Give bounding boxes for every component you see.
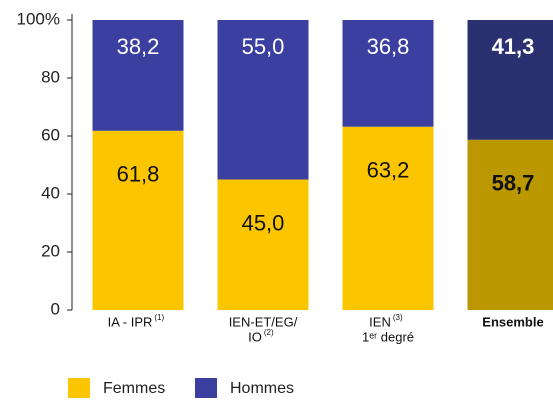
x-tick-label: IEN-ET/EG/ bbox=[229, 314, 298, 329]
x-tick-label: 1ᵉʳ degré bbox=[362, 329, 414, 344]
bar-segment bbox=[342, 20, 434, 127]
category-note: (2) bbox=[264, 328, 274, 337]
x-tick-label: IA - IPR bbox=[108, 314, 153, 329]
x-tick-label: Ensemble bbox=[482, 314, 543, 329]
bar-segment bbox=[467, 139, 553, 310]
value-label: 61,8 bbox=[117, 162, 160, 187]
bar-segment bbox=[92, 130, 184, 310]
value-label: 41,3 bbox=[492, 34, 535, 59]
bar-segment bbox=[92, 20, 184, 131]
value-label: 58,7 bbox=[492, 171, 535, 196]
y-tick-label: 0 bbox=[51, 299, 60, 318]
value-label: 38,2 bbox=[117, 34, 160, 59]
value-label: 63,2 bbox=[367, 158, 410, 183]
y-tick-label: 40 bbox=[41, 183, 60, 202]
legend-swatch bbox=[195, 378, 217, 398]
category-note: (3) bbox=[393, 313, 403, 322]
x-tick-label: IEN bbox=[369, 314, 391, 329]
legend-label: Femmes bbox=[103, 380, 165, 397]
legend-label: Hommes bbox=[230, 380, 294, 397]
y-tick-label: 100% bbox=[17, 9, 60, 28]
bar-segment bbox=[467, 20, 553, 140]
value-label: 36,8 bbox=[367, 34, 410, 59]
x-tick-label: IO bbox=[248, 329, 262, 344]
y-tick-label: 80 bbox=[41, 67, 60, 86]
bar-segment bbox=[342, 126, 434, 310]
value-label: 45,0 bbox=[242, 210, 285, 235]
bar-segment bbox=[217, 179, 309, 310]
value-label: 55,0 bbox=[242, 34, 285, 59]
legend-swatch bbox=[68, 378, 90, 398]
y-tick-label: 60 bbox=[41, 125, 60, 144]
y-tick-label: 20 bbox=[41, 241, 60, 260]
bar-segment bbox=[217, 20, 309, 180]
category-note: (1) bbox=[154, 313, 164, 322]
